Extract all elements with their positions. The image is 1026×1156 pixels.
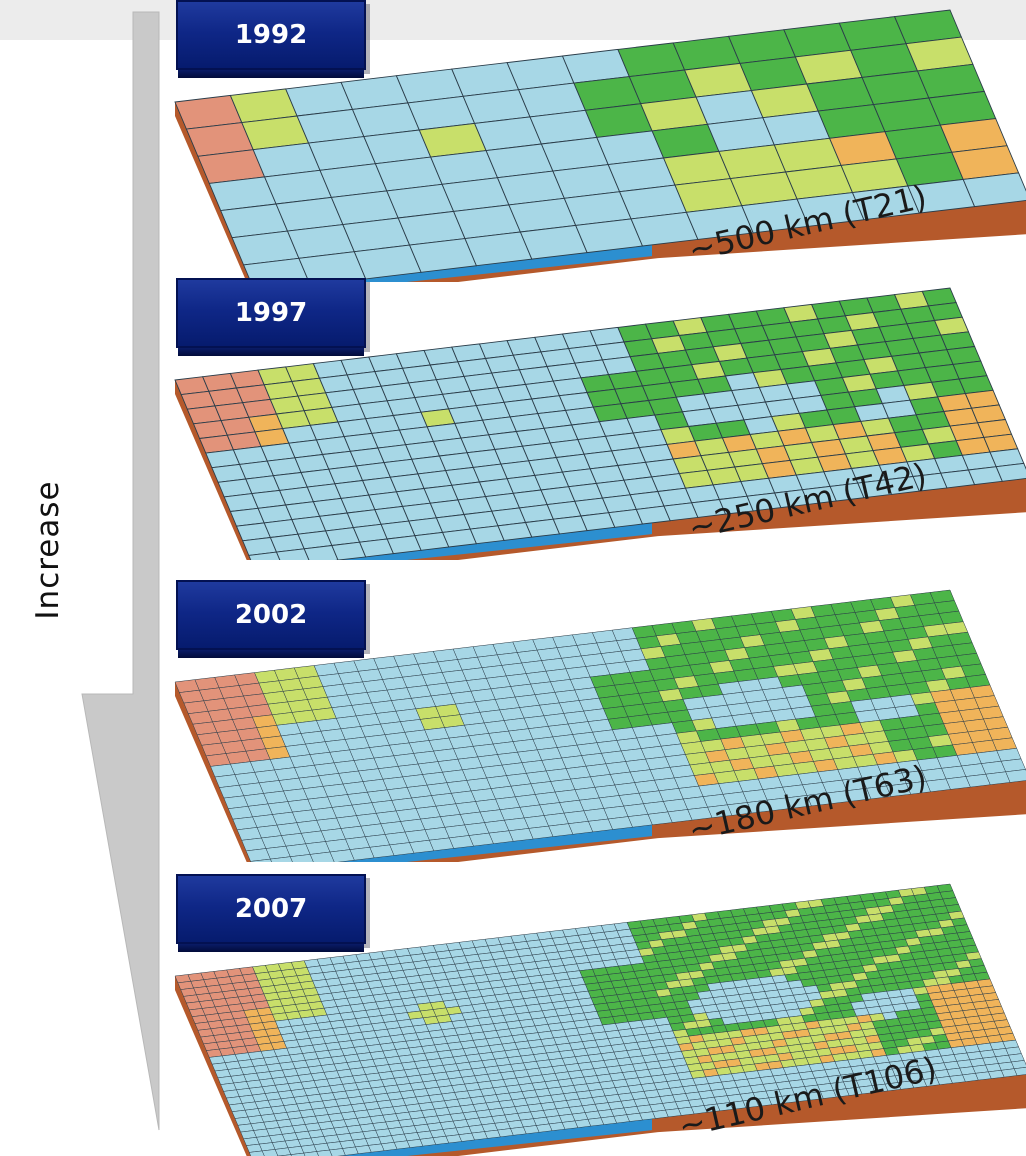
grid-cell (520, 225, 587, 259)
panel-2002: ~180 km (T63) 2002 (170, 582, 1026, 862)
panel-1992: ~500 km (T21) 1992 (170, 2, 1026, 282)
year-badge: 1997 (176, 278, 366, 348)
grid-cell (465, 232, 532, 266)
year-badge: 1992 (176, 0, 366, 70)
year-badge: 2002 (176, 580, 366, 650)
grid-cell (354, 245, 421, 279)
grid-cell (410, 239, 477, 273)
panel-2007: ~110 km (T106) 2007 (170, 876, 1026, 1156)
axis-label: Increase (30, 480, 66, 619)
grid-cell (963, 173, 1026, 207)
grid-cell (576, 219, 643, 253)
year-badge: 2007 (176, 874, 366, 944)
panel-1997: ~250 km (T42) 1997 (170, 280, 1026, 560)
increase-arrow (0, 0, 180, 1153)
